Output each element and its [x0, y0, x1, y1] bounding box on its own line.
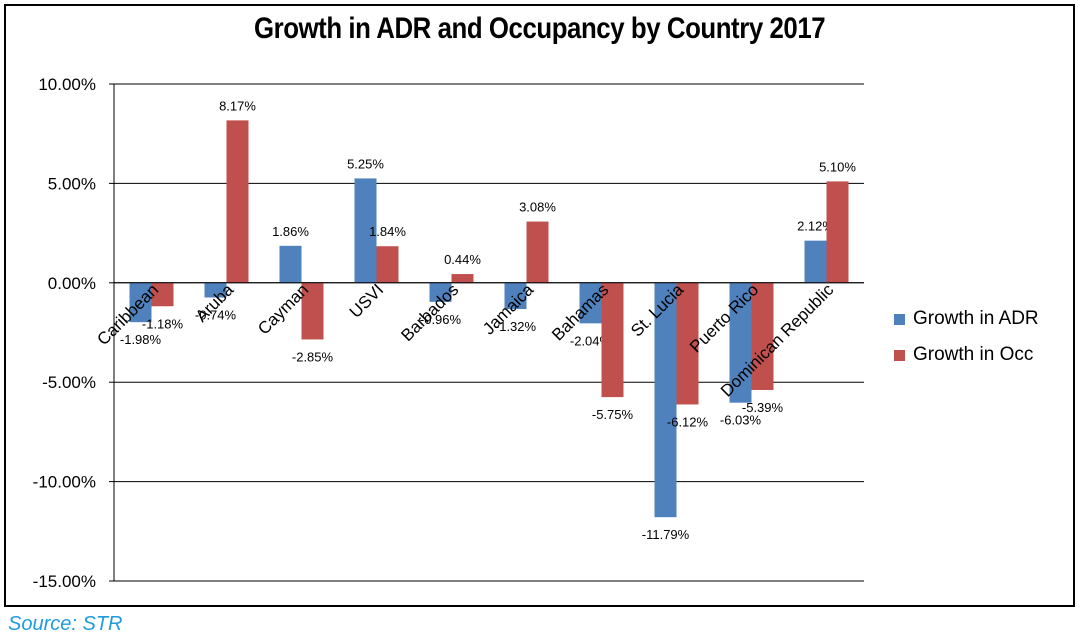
- legend-item-occ: Growth in Occ: [894, 337, 1039, 373]
- bar: [526, 221, 549, 283]
- bar: [429, 282, 452, 302]
- bar: [826, 181, 849, 283]
- data-label: -1.98%: [120, 332, 162, 347]
- data-label: 1.84%: [369, 224, 406, 239]
- category-label: USVI: [346, 280, 387, 321]
- bar: [751, 282, 774, 390]
- bar: [301, 282, 324, 340]
- data-label: -0.74%: [195, 308, 237, 323]
- data-label: 1.86%: [272, 224, 309, 239]
- chart-title: Growth in ADR and Occupancy by Country 2…: [253, 12, 826, 45]
- data-label: 8.17%: [219, 98, 256, 113]
- chart-frame: [4, 4, 1075, 607]
- legend: Growth in ADR Growth in Occ: [894, 301, 1039, 373]
- bar: [804, 240, 827, 283]
- y-tick-label: -10.00%: [33, 473, 96, 492]
- bar: [601, 282, 624, 398]
- legend-label-occ: Growth in Occ: [913, 344, 1034, 365]
- data-label: -1.18%: [142, 316, 184, 331]
- bar: [579, 282, 602, 324]
- data-label: -2.04%: [570, 333, 612, 348]
- bar: [204, 282, 227, 298]
- y-tick-label: 5.00%: [48, 174, 96, 193]
- data-label: 5.10%: [819, 159, 856, 174]
- data-label: 3.08%: [519, 200, 556, 215]
- data-label: -5.75%: [592, 407, 634, 422]
- data-label: -0.96%: [420, 312, 462, 327]
- source-note: Source: STR: [8, 613, 123, 635]
- data-label: 0.44%: [444, 252, 481, 267]
- legend-swatch-adr: [894, 313, 905, 325]
- legend-swatch-occ: [894, 349, 905, 361]
- legend-label-adr: Growth in ADR: [913, 308, 1039, 329]
- bar: [226, 120, 249, 283]
- y-tick-label: -5.00%: [42, 373, 96, 392]
- y-tick-label: 10.00%: [38, 75, 96, 94]
- bar: [504, 282, 527, 310]
- bar: [129, 282, 152, 323]
- bar: [676, 282, 699, 405]
- bar: [354, 178, 377, 283]
- y-tick-label: 0.00%: [48, 274, 96, 293]
- data-label: 5.25%: [347, 156, 384, 171]
- data-label: -2.85%: [292, 349, 334, 364]
- bar: [451, 274, 474, 283]
- bar: [151, 282, 174, 307]
- data-label: -6.03%: [720, 413, 762, 428]
- bar: [376, 246, 399, 283]
- bar: [729, 282, 752, 403]
- data-label: 2.12%: [797, 219, 834, 234]
- data-label: -6.12%: [667, 414, 709, 429]
- data-label: -5.39%: [742, 400, 784, 415]
- data-label: -1.32%: [495, 319, 537, 334]
- data-label: -11.79%: [642, 527, 690, 542]
- y-tick-label: -15.00%: [33, 572, 96, 591]
- legend-item-adr: Growth in ADR: [894, 301, 1039, 337]
- bar: [279, 245, 302, 283]
- bar: [654, 282, 677, 518]
